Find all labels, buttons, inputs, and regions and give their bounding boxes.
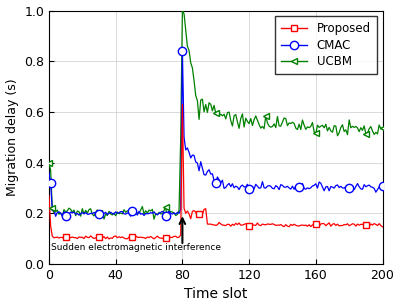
X-axis label: Time slot: Time slot bbox=[184, 287, 248, 301]
Y-axis label: Migration delay (s): Migration delay (s) bbox=[6, 79, 18, 196]
Text: Sudden electromagnetic interference: Sudden electromagnetic interference bbox=[51, 243, 221, 252]
Legend: Proposed, CMAC, UCBM: Proposed, CMAC, UCBM bbox=[275, 17, 377, 74]
